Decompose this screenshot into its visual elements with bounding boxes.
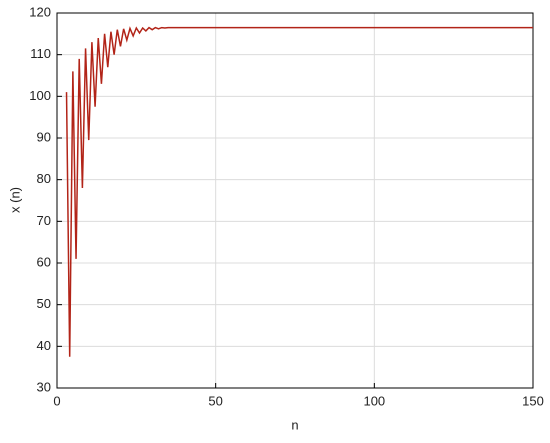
y-axis-label: x (n): [7, 187, 22, 213]
x-axis-label: n: [291, 417, 298, 432]
y-tick-label: 60: [37, 254, 51, 269]
x-tick-label: 150: [522, 393, 544, 408]
x-tick-label: 100: [363, 393, 385, 408]
y-tick-label: 80: [37, 171, 51, 186]
data-line: [65, 26, 533, 357]
plot-frame: [56, 12, 534, 389]
y-tick-label: 90: [37, 129, 51, 144]
x-tick-label: 0: [53, 393, 60, 408]
y-tick-label: 70: [37, 213, 51, 228]
y-tick-label: 120: [29, 4, 51, 19]
x-tick-label: 50: [208, 393, 222, 408]
y-tick-label: 100: [29, 88, 51, 103]
y-tick-label: 50: [37, 296, 51, 311]
y-tick-label: 40: [37, 338, 51, 353]
y-tick-label: 110: [30, 46, 51, 61]
y-tick-label: 30: [37, 379, 51, 394]
